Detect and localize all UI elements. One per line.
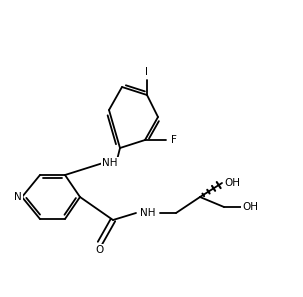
Text: OH: OH (242, 202, 258, 212)
Text: OH: OH (224, 178, 240, 188)
Text: N: N (14, 192, 22, 202)
Text: NH: NH (102, 158, 118, 168)
Text: I: I (145, 67, 148, 77)
Text: O: O (96, 245, 104, 255)
Text: NH: NH (140, 208, 156, 218)
Text: F: F (171, 135, 177, 145)
